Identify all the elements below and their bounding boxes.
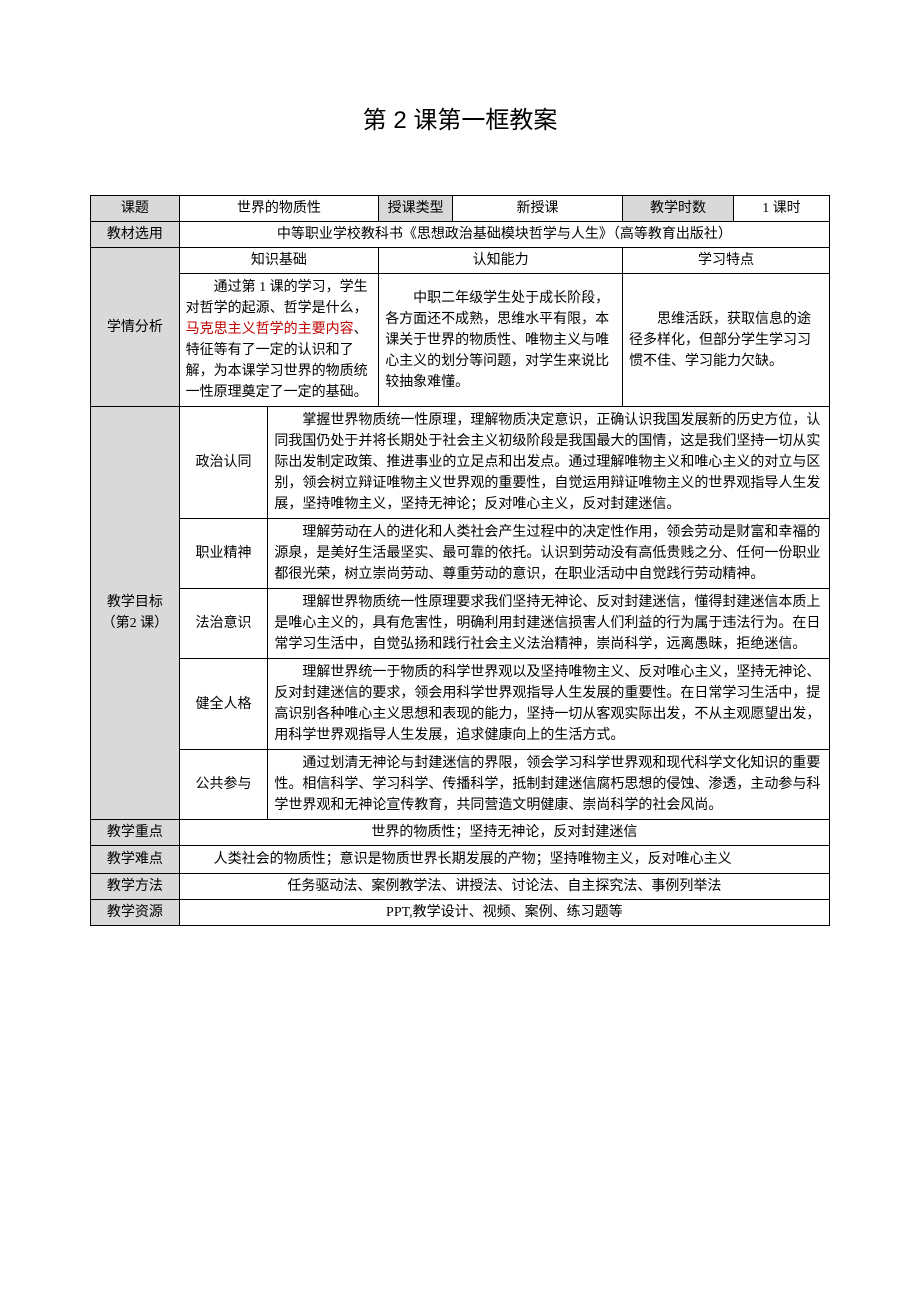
val-zhengzhi: 掌握世界物质统一性原理，理解物质决定意识，正确认识我国发展新的历史方位，认同我国… xyxy=(268,407,830,519)
label-shishu: 教学时数 xyxy=(623,196,734,222)
val-gonggong: 通过划清无神论与封建迷信的界限，领会学习科学世界观和现代科学文化知识的重要性。相… xyxy=(268,750,830,820)
val-zhiye: 理解劳动在人的进化和人类社会产生过程中的决定性作用，领会劳动是财富和幸福的源泉，… xyxy=(268,519,830,589)
val-keti: 世界的物质性 xyxy=(179,196,379,222)
val-jiaocai: 中等职业学校教科书《思想政治基础模块哲学与人生》（高等教育出版社） xyxy=(179,222,829,248)
val-ziyuan: PPT,教学设计、视频、案例、练习题等 xyxy=(179,900,829,926)
label-keti: 课题 xyxy=(91,196,180,222)
label-jiaocai: 教材选用 xyxy=(91,222,180,248)
label-zhongdian: 教学重点 xyxy=(91,820,180,846)
label-mubiao: 教学目标（第2 课） xyxy=(91,407,180,820)
label-shouke: 授课类型 xyxy=(379,196,453,222)
label-jianquan: 健全人格 xyxy=(179,659,268,750)
red-text: 马克思主义哲学的主要内容 xyxy=(186,322,354,337)
val-zhishi: 通过第 1 课的学习，学生对哲学的起源、哲学是什么，马克思主义哲学的主要内容、特… xyxy=(179,274,379,407)
label-fazhi: 法治意识 xyxy=(179,589,268,659)
label-fangfa: 教学方法 xyxy=(91,874,180,900)
label-ziyuan: 教学资源 xyxy=(91,900,180,926)
val-zhongdian: 世界的物质性；坚持无神论，反对封建迷信 xyxy=(179,820,829,846)
val-nandian: 人类社会的物质性；意识是物质世界长期发展的产物；坚持唯物主义，反对唯心主义 xyxy=(179,846,829,874)
lesson-plan-table: 课题 世界的物质性 授课类型 新授课 教学时数 1 课时 教材选用 中等职业学校… xyxy=(90,195,830,926)
label-xuexi: 学习特点 xyxy=(623,248,830,274)
label-zhengzhi: 政治认同 xyxy=(179,407,268,519)
label-zhiye: 职业精神 xyxy=(179,519,268,589)
label-xueqing: 学情分析 xyxy=(91,248,180,407)
val-jianquan: 理解世界统一于物质的科学世界观以及坚持唯物主义、反对唯心主义，坚持无神论、反对封… xyxy=(268,659,830,750)
label-gonggong: 公共参与 xyxy=(179,750,268,820)
val-xuexi: 思维活跃，获取信息的途径多样化，但部分学生学习习惯不佳、学习能力欠缺。 xyxy=(623,274,830,407)
page-title: 第 2 课第一框教案 xyxy=(90,100,830,135)
label-nandian: 教学难点 xyxy=(91,846,180,874)
label-renzhi: 认知能力 xyxy=(379,248,623,274)
val-fangfa: 任务驱动法、案例教学法、讲授法、讨论法、自主探究法、事例列举法 xyxy=(179,874,829,900)
val-fazhi: 理解世界物质统一性原理要求我们坚持无神论、反对封建迷信，懂得封建迷信本质上是唯心… xyxy=(268,589,830,659)
label-zhishi: 知识基础 xyxy=(179,248,379,274)
val-shouke: 新授课 xyxy=(453,196,623,222)
val-renzhi: 中职二年级学生处于成长阶段，各方面还不成熟，思维水平有限，本课关于世界的物质性、… xyxy=(379,274,623,407)
val-shishu: 1 课时 xyxy=(733,196,829,222)
